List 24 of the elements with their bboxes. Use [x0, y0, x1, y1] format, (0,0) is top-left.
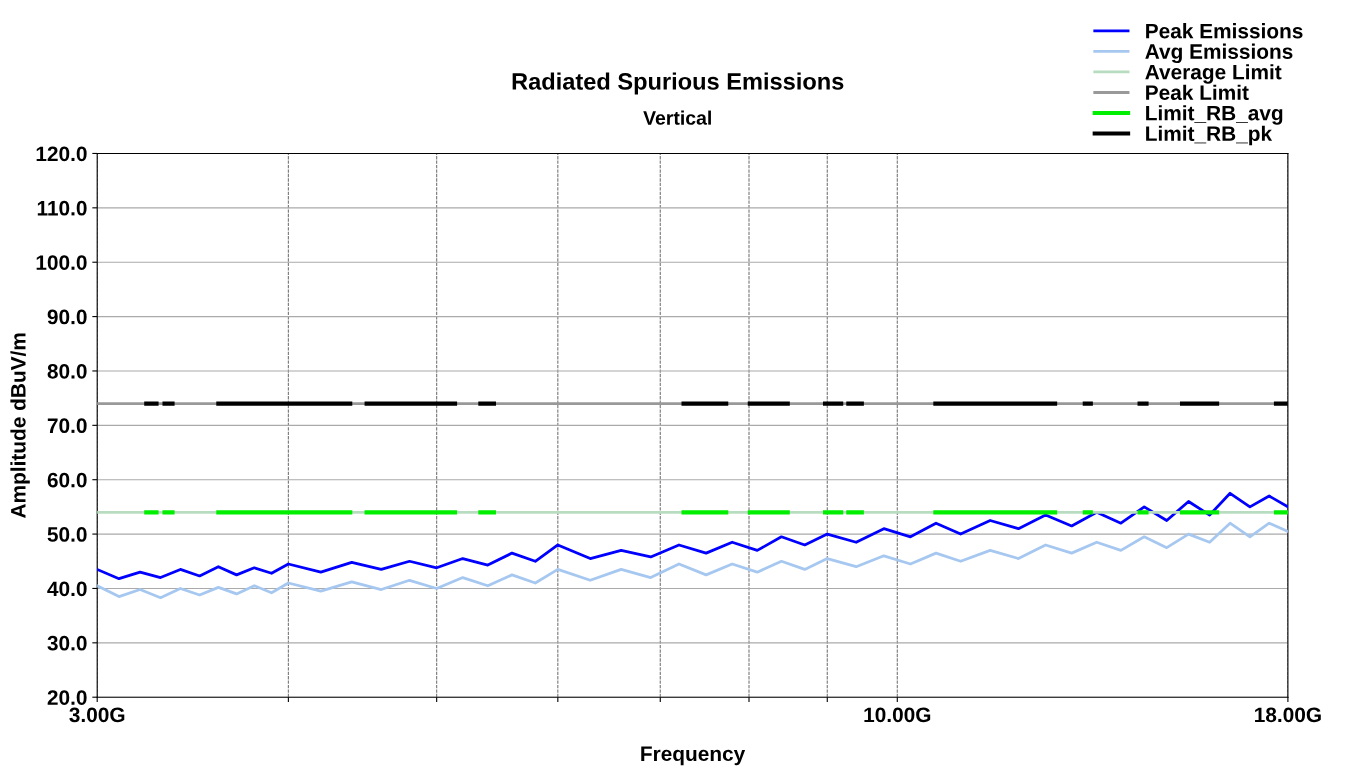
- legend-label: Limit_RB_pk: [1146, 125, 1273, 146]
- x-axis-title: Frequency: [641, 746, 746, 766]
- y-tick-label: 20.0: [47, 690, 87, 705]
- y-tick-label: 30.0: [47, 635, 87, 651]
- y-tick-label: 90.0: [47, 309, 87, 325]
- y-tick-label: 60.0: [47, 472, 87, 488]
- x-tick-label: 3.00G: [69, 707, 125, 723]
- legend-label: Average Limit: [1145, 64, 1282, 84]
- y-tick-label: 70.0: [47, 418, 87, 434]
- y-tick-label: 100.0: [36, 255, 87, 270]
- legend-label: Avg Emissions: [1145, 43, 1293, 64]
- legend-label: Peak Limit: [1146, 84, 1249, 100]
- y-tick-label: 40.0: [47, 581, 87, 597]
- chart-subtitle: Vertical: [643, 110, 711, 125]
- x-tick-label: 18.00G: [1255, 707, 1321, 723]
- y-tick-label: 120.0: [36, 146, 87, 162]
- legend-label: Peak Emissions: [1146, 23, 1303, 39]
- x-tick-label: 10.00G: [864, 707, 931, 723]
- y-axis-title: Amplitude dBuV/m: [10, 333, 30, 518]
- chart-title: Radiated Spurious Emissions: [512, 72, 844, 95]
- legend-label: Limit_RB_avg: [1146, 105, 1283, 125]
- y-tick-label: 110.0: [37, 200, 87, 216]
- y-tick-label: 80.0: [47, 363, 87, 379]
- y-tick-label: 50.0: [47, 527, 87, 542]
